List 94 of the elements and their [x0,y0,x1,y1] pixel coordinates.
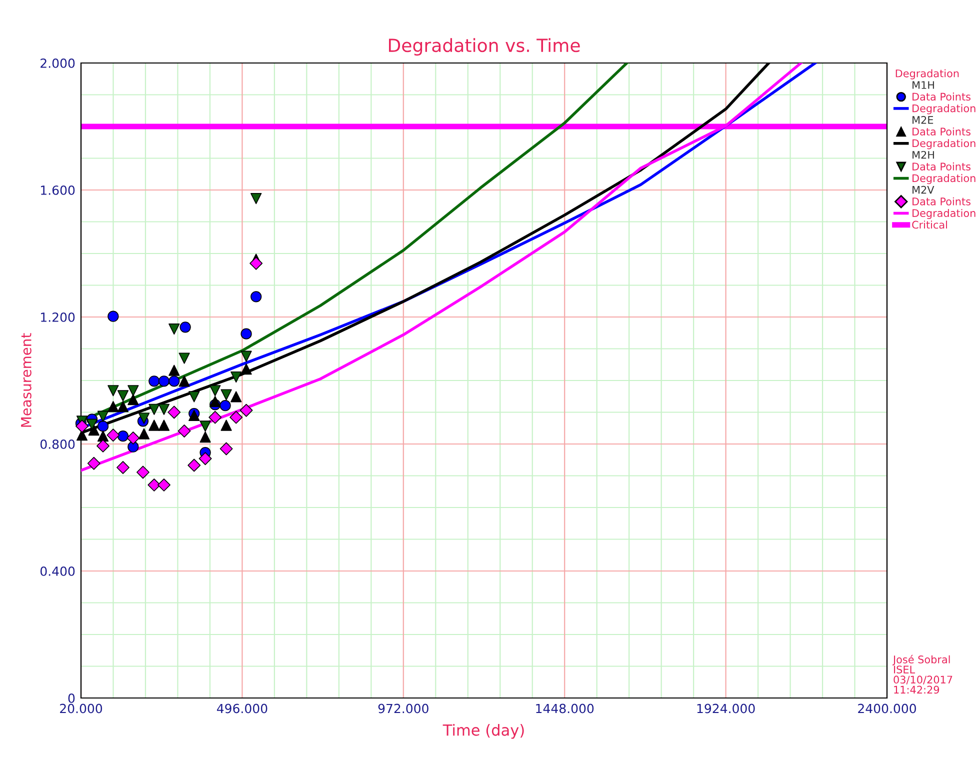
text: 03/10/2017 [894,676,952,684]
point [138,412,150,424]
point [198,452,212,466]
point [220,389,232,400]
point [168,376,180,387]
point [97,430,109,442]
text: ISEL [894,666,916,674]
point [178,376,190,387]
point [230,391,242,402]
point [128,441,139,452]
point [250,256,263,270]
x-tick-label: 972.000 [378,704,428,714]
point [157,478,170,492]
point [116,461,130,474]
point [220,420,232,431]
point [250,291,262,302]
point [178,424,191,438]
legend-label: Data Points [912,127,970,136]
point [200,431,211,443]
point [180,322,191,333]
text: José Sobral [892,654,950,666]
point [230,371,242,383]
legend-label: Data Points [912,92,970,101]
x-tick-label: 20.000 [60,704,102,714]
point [96,439,110,452]
point [108,400,119,412]
x-tick-label: 1924.000 [697,704,755,714]
point [88,424,100,436]
y-tick-label: 0.800 [40,439,75,449]
point [168,406,181,419]
x-axis-title: Time (day) [442,724,524,739]
y-tick-label: 0 [68,693,75,703]
legend-label: Data Points [912,162,970,170]
point [117,430,129,442]
point [117,400,129,412]
point [250,193,262,204]
point [148,404,160,415]
point [200,420,211,432]
legend-label: Degradation [912,139,976,150]
point [158,376,170,387]
point [126,431,140,444]
point [230,410,243,424]
point [220,442,233,456]
y-tick-label: 1.200 [41,312,75,322]
point [148,420,160,431]
text: M2E [912,116,934,124]
point [108,385,119,396]
point [108,310,119,322]
chart-title: Degradation vs. Time [388,38,580,56]
x-tick-label: 2400.000 [858,704,916,714]
x-tick-label: 1448.000 [536,704,594,714]
point [86,418,98,430]
point [87,456,100,470]
legend-title: Degradation [896,69,959,80]
legend-label: Critical [912,220,947,229]
point [168,364,180,376]
legend-label: Data Points [912,197,970,206]
point [117,390,129,402]
y-tick-label: 2.000 [40,58,75,68]
y-tick-label: 0.400 [40,566,75,576]
point [220,400,231,412]
text: M1H [912,81,934,89]
point [97,420,109,432]
point [210,385,221,396]
point [128,385,139,396]
point [138,428,150,440]
legend-label: Degradation [912,174,976,184]
point [148,478,161,492]
point [128,394,139,406]
point [240,328,252,340]
point [148,376,160,387]
point [240,350,252,362]
point [210,396,221,408]
point [178,352,190,364]
point [136,466,150,479]
point [106,428,120,442]
x-tick-label: 496.000 [216,704,268,714]
y-tick-label: 1.600 [41,185,75,195]
point [158,404,170,415]
point [168,323,180,335]
text: 11:42:29 [894,686,940,694]
point [158,420,170,431]
text: M2H [912,150,934,159]
point [208,410,222,424]
point [97,410,109,422]
point [188,391,200,402]
point [76,420,88,433]
legend-label: Degradation [912,208,976,220]
legend-label: Degradation [912,104,976,114]
y-axis-title: Measurement [21,333,32,427]
point [240,404,253,417]
text: M2V [912,186,934,194]
point [240,364,252,375]
point [188,458,201,472]
